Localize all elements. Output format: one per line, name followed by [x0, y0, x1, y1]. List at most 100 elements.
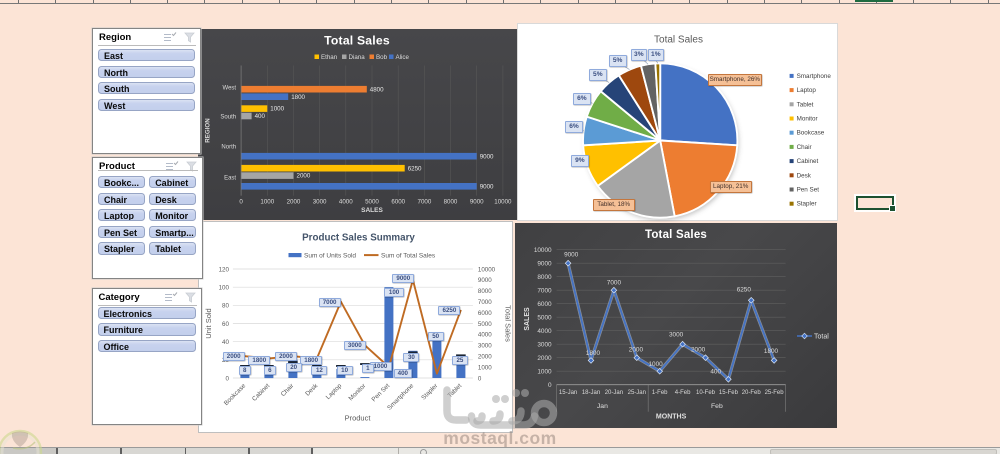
svg-text:Sum of Total Sales: Sum of Total Sales	[381, 252, 436, 259]
svg-text:9000: 9000	[469, 199, 483, 206]
svg-text:20-Jan: 20-Jan	[605, 390, 623, 396]
svg-text:9000: 9000	[477, 277, 491, 284]
svg-text:Total: Total	[814, 334, 829, 341]
svg-text:Feb: Feb	[711, 403, 723, 410]
svg-text:MONTHS: MONTHS	[656, 414, 687, 421]
svg-text:5000: 5000	[537, 315, 552, 322]
svg-text:Smartphone: Smartphone	[386, 382, 416, 412]
svg-text:Tablet: Tablet	[797, 101, 814, 108]
svg-text:Product Sales Summary: Product Sales Summary	[302, 232, 415, 243]
svg-text:1000: 1000	[537, 369, 552, 376]
svg-text:15-Feb: 15-Feb	[719, 390, 739, 396]
svg-text:Laptop: Laptop	[797, 87, 817, 94]
svg-text:10000: 10000	[534, 247, 552, 254]
svg-text:6000: 6000	[537, 301, 552, 308]
svg-text:400: 400	[254, 113, 265, 120]
svg-text:5000: 5000	[477, 320, 491, 327]
svg-text:10000: 10000	[477, 266, 495, 273]
svg-text:3000: 3000	[669, 332, 684, 339]
svg-text:Diana: Diana	[348, 54, 365, 61]
svg-text:Cabinet: Cabinet	[251, 382, 271, 402]
svg-text:3000: 3000	[537, 342, 552, 349]
svg-text:10000: 10000	[494, 199, 512, 206]
svg-text:Desk: Desk	[797, 172, 812, 179]
svg-text:15-Jan: 15-Jan	[559, 390, 577, 396]
svg-text:100: 100	[218, 284, 229, 291]
svg-text:20-Feb: 20-Feb	[742, 390, 762, 396]
svg-text:5000: 5000	[365, 199, 379, 206]
svg-text:2000: 2000	[691, 346, 706, 353]
svg-text:8000: 8000	[537, 274, 552, 281]
svg-text:SALES: SALES	[524, 307, 531, 331]
svg-text:Bob: Bob	[376, 54, 388, 61]
svg-text:1000: 1000	[477, 364, 491, 371]
svg-text:Desk: Desk	[304, 381, 320, 397]
svg-text:0: 0	[225, 375, 229, 382]
svg-text:25-Jan: 25-Jan	[628, 390, 646, 396]
svg-text:7000: 7000	[417, 199, 431, 206]
svg-text:Total Sales: Total Sales	[654, 34, 703, 45]
svg-text:1000: 1000	[648, 361, 663, 368]
svg-text:4-Feb: 4-Feb	[675, 390, 691, 396]
svg-text:120: 120	[218, 266, 229, 273]
svg-text:3000: 3000	[477, 342, 491, 349]
svg-text:Monitor: Monitor	[797, 115, 818, 122]
svg-text:West: West	[222, 86, 236, 92]
svg-text:Bookcase: Bookcase	[797, 129, 825, 136]
svg-text:9000: 9000	[479, 153, 493, 160]
svg-text:East: East	[224, 176, 236, 182]
svg-text:7000: 7000	[607, 279, 622, 286]
svg-text:6000: 6000	[391, 199, 405, 206]
svg-text:1800: 1800	[586, 350, 601, 357]
svg-text:2000: 2000	[296, 173, 310, 180]
svg-text:North: North	[221, 145, 236, 151]
svg-text:6250: 6250	[407, 165, 421, 172]
svg-text:Chair: Chair	[279, 382, 295, 398]
svg-text:South: South	[220, 115, 236, 121]
svg-text:Cabinet: Cabinet	[797, 158, 819, 165]
svg-text:Chair: Chair	[797, 144, 812, 151]
svg-text:Unit Sold: Unit Sold	[204, 308, 213, 338]
svg-text:2000: 2000	[629, 346, 644, 353]
svg-text:Total Sales: Total Sales	[503, 305, 512, 342]
svg-text:0: 0	[548, 382, 552, 389]
svg-text:4000: 4000	[477, 331, 491, 338]
svg-text:8000: 8000	[443, 199, 457, 206]
svg-text:6000: 6000	[477, 309, 491, 316]
svg-text:Pen Set: Pen Set	[370, 382, 391, 403]
svg-text:1800: 1800	[291, 94, 305, 101]
svg-text:Total Sales: Total Sales	[324, 34, 390, 48]
svg-text:2000: 2000	[477, 353, 491, 360]
svg-text:40: 40	[222, 339, 229, 346]
svg-text:9000: 9000	[564, 252, 579, 259]
svg-text:Bookcase: Bookcase	[222, 382, 247, 407]
svg-text:9000: 9000	[537, 261, 552, 268]
svg-text:1800: 1800	[764, 348, 779, 355]
svg-text:400: 400	[710, 369, 721, 376]
svg-text:4000: 4000	[338, 199, 352, 206]
svg-text:1000: 1000	[270, 106, 284, 113]
svg-text:4000: 4000	[537, 328, 552, 335]
svg-text:Monitor: Monitor	[347, 382, 367, 402]
svg-text:60: 60	[222, 320, 229, 327]
svg-text:Stapler: Stapler	[420, 382, 439, 401]
svg-text:8000: 8000	[477, 288, 491, 295]
svg-text:18-Jan: 18-Jan	[582, 390, 600, 396]
svg-text:Ethan: Ethan	[321, 54, 338, 61]
svg-text:2000: 2000	[286, 199, 300, 206]
svg-text:Total Sales: Total Sales	[645, 229, 707, 241]
svg-text:3000: 3000	[312, 199, 326, 206]
svg-text:0: 0	[477, 375, 481, 382]
svg-text:Laptop: Laptop	[324, 382, 343, 401]
svg-text:80: 80	[222, 302, 229, 309]
svg-text:Alice: Alice	[395, 54, 409, 61]
svg-text:6250: 6250	[737, 286, 752, 293]
svg-text:7000: 7000	[477, 299, 491, 306]
svg-text:SALES: SALES	[361, 207, 383, 214]
svg-text:Product: Product	[344, 413, 371, 422]
svg-text:7000: 7000	[537, 288, 552, 295]
svg-text:25-Feb: 25-Feb	[765, 390, 785, 396]
svg-text:2000: 2000	[537, 355, 552, 362]
svg-text:REGION: REGION	[204, 118, 211, 143]
svg-text:Jan: Jan	[597, 403, 608, 410]
